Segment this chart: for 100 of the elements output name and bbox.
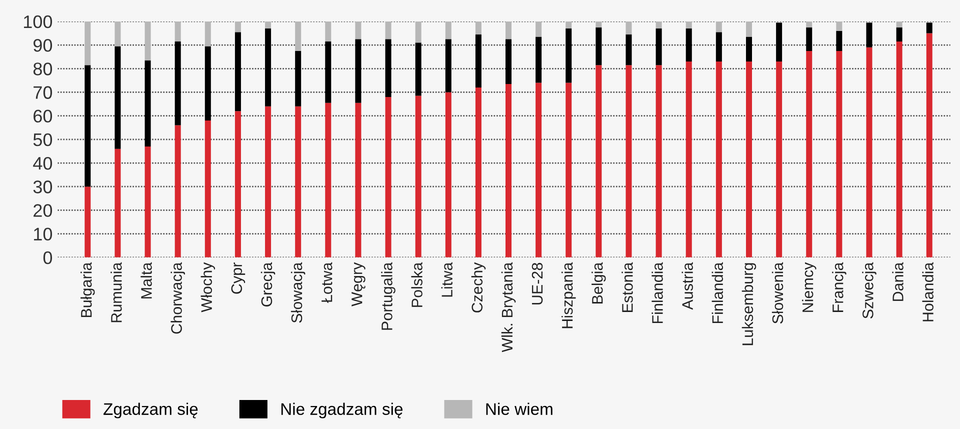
bar <box>626 21 632 34</box>
bar <box>385 39 392 97</box>
x-tick-label: Francja <box>832 262 846 312</box>
bar <box>596 21 602 28</box>
x-tick-label: Finlandia <box>712 262 724 323</box>
bar <box>836 50 842 258</box>
bar <box>536 82 542 258</box>
bar <box>475 88 482 258</box>
bar <box>475 34 482 88</box>
bar <box>355 21 362 40</box>
x-tick-label: Luksemburg <box>742 263 756 346</box>
bar <box>295 50 302 106</box>
bar <box>536 36 542 83</box>
bar <box>746 62 752 258</box>
bar <box>234 32 241 112</box>
bar <box>204 21 211 46</box>
x-tick-label: Hiszpania <box>562 262 576 328</box>
bar <box>806 21 812 28</box>
bar <box>866 47 872 258</box>
legend-label: Zgadzam się <box>104 402 198 418</box>
y-tick-label: 30 <box>33 180 52 194</box>
bar <box>114 21 121 46</box>
x-tick-label: Bułgaria <box>80 262 95 318</box>
y-tick-label: 100 <box>24 15 52 28</box>
bar <box>716 62 722 258</box>
x-tick-label: Polska <box>411 262 422 307</box>
bar <box>776 22 782 62</box>
y-tick-label: 40 <box>33 156 52 170</box>
bar <box>896 21 902 28</box>
x-tick-label: Słowenia <box>772 262 784 324</box>
bar <box>566 28 572 83</box>
bar <box>144 21 151 60</box>
bar <box>204 46 211 121</box>
y-tick-label: 70 <box>34 86 52 99</box>
bar <box>144 146 151 258</box>
bar <box>475 21 482 34</box>
bar <box>84 186 91 258</box>
bar <box>84 65 91 187</box>
bar <box>596 65 602 258</box>
bar <box>656 21 662 29</box>
bar <box>626 65 632 258</box>
y-tick-label: 0 <box>43 251 52 264</box>
x-tick-label: Finlandia <box>652 262 663 323</box>
bar <box>265 21 272 29</box>
x-tick-label: Dania <box>892 262 904 301</box>
bar <box>84 21 91 66</box>
legend-label: Nie wiem <box>486 402 552 415</box>
x-tick-label: Łotwa <box>322 262 332 303</box>
bar <box>896 42 902 258</box>
x-tick-label: Litwa <box>441 262 452 297</box>
bar <box>114 46 121 149</box>
bar <box>295 21 302 51</box>
bar <box>325 21 332 42</box>
x-tick-label: Cypr <box>231 262 246 294</box>
bar <box>265 106 272 258</box>
x-tick-label: Chorwacja <box>170 262 185 334</box>
bar <box>265 28 272 106</box>
bar <box>355 39 362 103</box>
bar <box>626 34 632 66</box>
x-tick-label: UE-28 <box>532 262 543 304</box>
bar <box>746 36 752 62</box>
x-tick-label: Włochy <box>200 262 216 312</box>
y-tick-label: 90 <box>34 38 52 52</box>
x-tick-label: Belgia <box>592 262 606 304</box>
bar <box>806 50 812 258</box>
bar <box>596 27 602 66</box>
bar <box>566 82 572 258</box>
bar <box>174 21 181 42</box>
bar <box>445 39 452 92</box>
x-tick-label: Niemcy <box>802 262 816 312</box>
x-tick-label: Malta <box>140 262 152 298</box>
y-tick-label: 80 <box>33 62 52 76</box>
bar <box>716 21 722 32</box>
bar <box>325 42 332 103</box>
bar <box>325 102 332 258</box>
x-tick-label: Holandia <box>922 262 934 322</box>
x-tick-label: Węgry <box>352 262 366 306</box>
x-tick-label: Słowacja <box>290 262 306 323</box>
bar <box>415 96 422 258</box>
bar <box>686 28 692 62</box>
bar <box>896 27 902 42</box>
x-tick-label: Czechy <box>471 262 486 312</box>
y-tick-label: 60 <box>34 110 52 123</box>
bar <box>776 62 782 258</box>
bar <box>866 22 872 48</box>
bar <box>385 21 392 40</box>
bar <box>204 120 211 258</box>
bar <box>926 22 932 34</box>
bar <box>385 96 392 258</box>
bar <box>445 21 452 40</box>
bar <box>926 33 932 258</box>
bar <box>746 21 752 37</box>
x-tick-label: Rumunia <box>110 262 122 322</box>
bar <box>686 21 692 29</box>
bar <box>506 84 512 258</box>
bar <box>234 111 241 258</box>
x-tick-label: Grecja <box>260 262 276 306</box>
x-tick-label: Szwecja <box>862 262 876 318</box>
legend-label: Nie zgadzam się <box>281 402 403 418</box>
bar <box>415 42 422 96</box>
